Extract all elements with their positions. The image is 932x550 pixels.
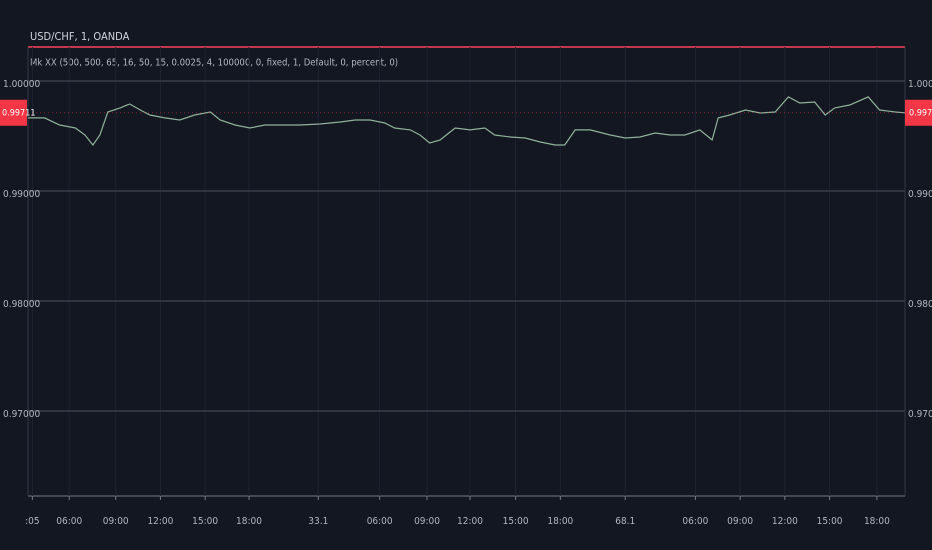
x-tick-label: 09:00 [103,516,129,527]
x-tick-label: 33.1 [308,516,328,527]
y-tick-label: 1.00000 [3,79,40,90]
x-tick-label: 09:00 [414,516,440,527]
y-tick-label: 0.97000 [908,409,932,420]
y-tick-label: 1.00000 [908,79,932,90]
last-price-tag [0,99,27,126]
indicator-label: Mk XX (500, 500, 65, 16, 50, 15, 0.0025,… [30,58,398,69]
x-tick-label: 06:00 [367,516,393,527]
price-line [28,96,906,147]
x-tick-label: 18:00 [547,516,573,527]
y-tick-label: 0.99000 [908,189,932,200]
chart-title: USD/CHF, 1, OANDA [30,30,130,43]
y-tick-label: 0.99000 [3,189,40,200]
x-tick-label: 12:00 [147,516,173,527]
x-tick-label: 12:00 [772,516,798,527]
x-tick-label: :05 [25,516,39,527]
x-tick-label: 06:00 [682,516,708,527]
x-tick-label: 68.1 [615,516,635,527]
y-tick-label: 0.98000 [908,299,932,310]
x-tick-label: 09:00 [727,516,753,527]
x-tick-label: 15:00 [817,516,843,527]
x-tick-label: 18:00 [864,516,890,527]
x-tick-label: 06:00 [56,516,82,527]
y-tick-label: 0.98000 [3,299,40,310]
last-price-tag [905,99,932,126]
x-tick-label: 18:00 [236,516,262,527]
x-tick-label: 15:00 [503,516,529,527]
last-price-label: 0.99711 [909,108,932,118]
x-tick-label: 15:00 [192,516,218,527]
y-tick-label: 0.97000 [3,409,40,420]
x-tick-label: 12:00 [457,516,483,527]
last-price-label: 0.99711 [2,108,35,118]
